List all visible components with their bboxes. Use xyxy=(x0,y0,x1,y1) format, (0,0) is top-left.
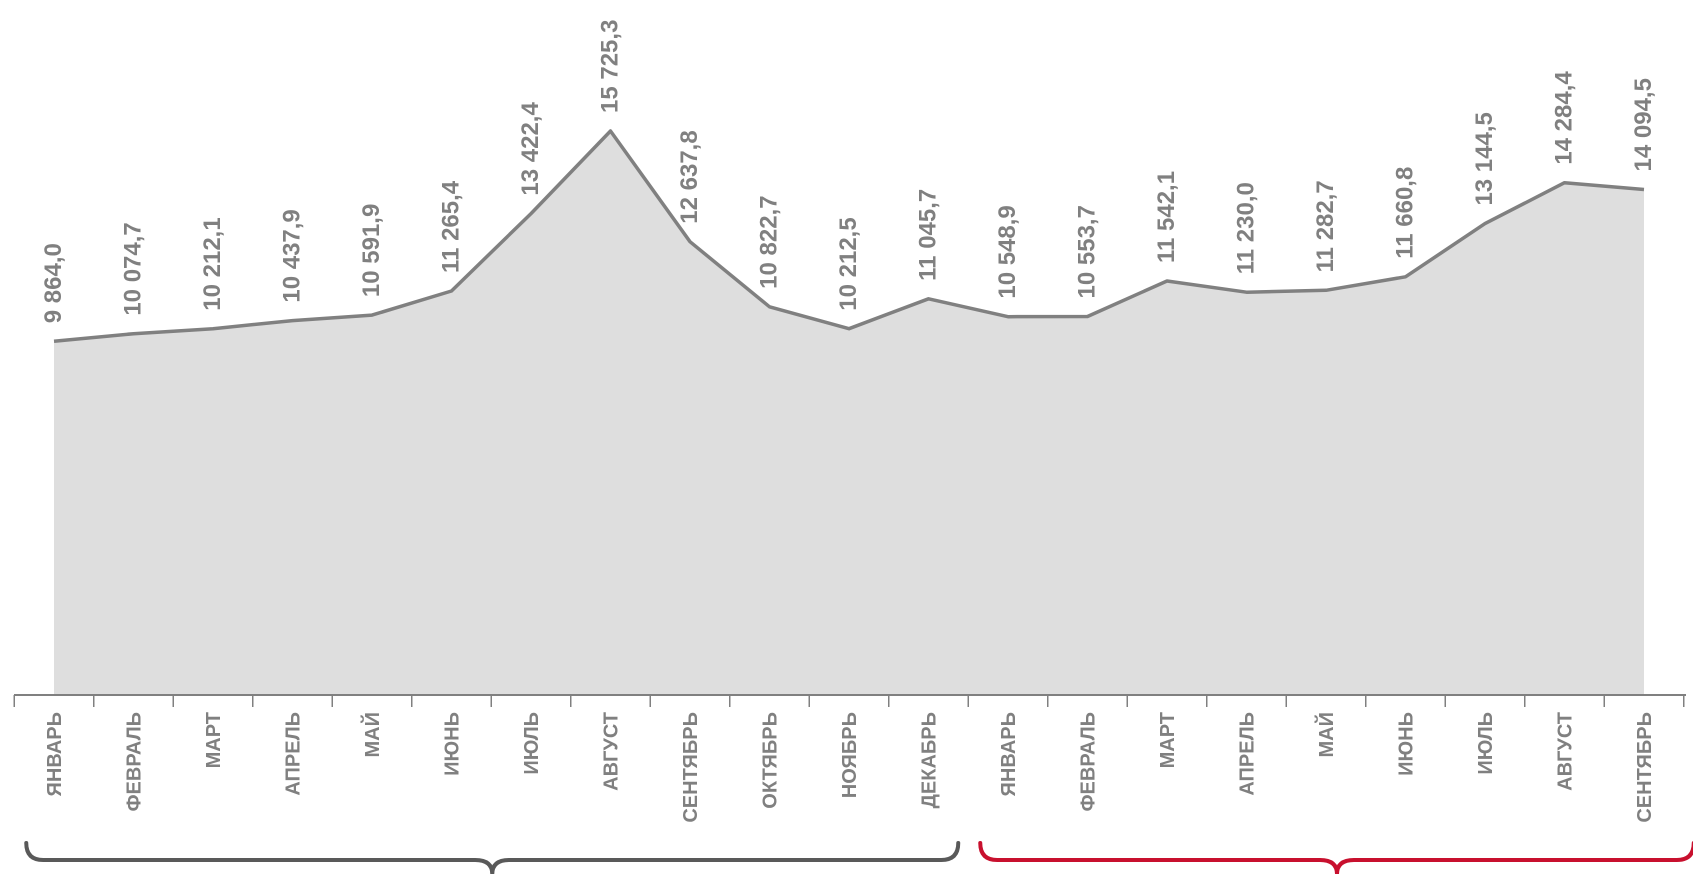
x-tick-label: ИЮЛЬ xyxy=(521,712,543,775)
x-tick-label: МАЙ xyxy=(1314,712,1338,757)
year-brace xyxy=(24,841,961,875)
data-label: 11 282,7 xyxy=(1312,180,1339,272)
data-label: 11 230,0 xyxy=(1233,182,1260,274)
area-layer xyxy=(53,129,1645,695)
data-label: 11 265,4 xyxy=(438,180,465,273)
x-tick-label: АПРЕЛЬ xyxy=(1237,712,1259,796)
x-tick-label: МАРТ xyxy=(1157,712,1179,768)
data-label: 15 725,3 xyxy=(597,20,624,113)
value-labels: 9 864,0 10 074,7 10 212,1 10 437,9 10 591,9 1… xyxy=(40,20,1657,324)
x-tick-label: АПРЕЛЬ xyxy=(283,712,305,796)
year-braces xyxy=(24,841,1693,875)
x-tick-label: ИЮНЬ xyxy=(442,712,464,776)
data-label: 10 212,1 xyxy=(199,217,226,310)
x-tick-label: СЕНТЯБРЬ xyxy=(680,712,702,823)
x-tick-label: НОЯБРЬ xyxy=(839,712,861,798)
data-label: 10 074,7 xyxy=(120,222,147,315)
series-line xyxy=(53,129,1645,343)
category-labels: ЯНВАРЬ ФЕВРАЛЬ МАРТ АПРЕЛЬ МАЙ ИЮНЬ ИЮЛЬ АВГУСТ… xyxy=(44,712,1656,823)
data-label: 10 548,9 xyxy=(994,205,1021,298)
x-tick-label: ЯНВАРЬ xyxy=(44,712,66,796)
x-tick-label: ОКТЯБРЬ xyxy=(760,712,782,809)
x-tick-label: ФЕВРАЛЬ xyxy=(124,712,146,812)
data-label: 11 045,7 xyxy=(915,189,942,281)
data-label: 11 542,1 xyxy=(1153,171,1180,263)
x-tick-label: АВГУСТ xyxy=(1555,712,1577,791)
area-fill xyxy=(54,131,1644,695)
x-tick-label: ФЕВРАЛЬ xyxy=(1078,712,1100,812)
data-label: 10 553,7 xyxy=(1074,205,1101,298)
x-tick-label: ДЕКАБРЬ xyxy=(919,712,941,808)
data-label: 11 660,8 xyxy=(1392,167,1419,259)
data-label: 13 144,5 xyxy=(1471,112,1498,205)
x-tick-label: МАЙ xyxy=(360,712,384,757)
x-tick-label: МАРТ xyxy=(203,712,225,768)
data-label: 14 094,5 xyxy=(1630,78,1657,171)
data-label: 10 822,7 xyxy=(756,195,783,288)
data-label: 12 637,8 xyxy=(676,130,703,223)
data-label: 9 864,0 xyxy=(40,243,67,323)
x-tick-label: ИЮНЬ xyxy=(1396,712,1418,776)
x-axis xyxy=(13,694,1686,707)
data-label: 14 284,4 xyxy=(1551,71,1578,165)
x-tick-label: ИЮЛЬ xyxy=(1475,712,1497,775)
x-tick-label: ЯНВАРЬ xyxy=(998,712,1020,796)
x-tick-label: АВГУСТ xyxy=(601,712,623,791)
x-tick-label: СЕНТЯБРЬ xyxy=(1634,712,1656,823)
data-label: 10 591,9 xyxy=(358,204,385,297)
year-brace xyxy=(978,841,1693,875)
data-label: 10 212,5 xyxy=(835,217,862,310)
data-label: 10 437,9 xyxy=(279,209,306,302)
data-label: 13 422,4 xyxy=(517,102,544,196)
